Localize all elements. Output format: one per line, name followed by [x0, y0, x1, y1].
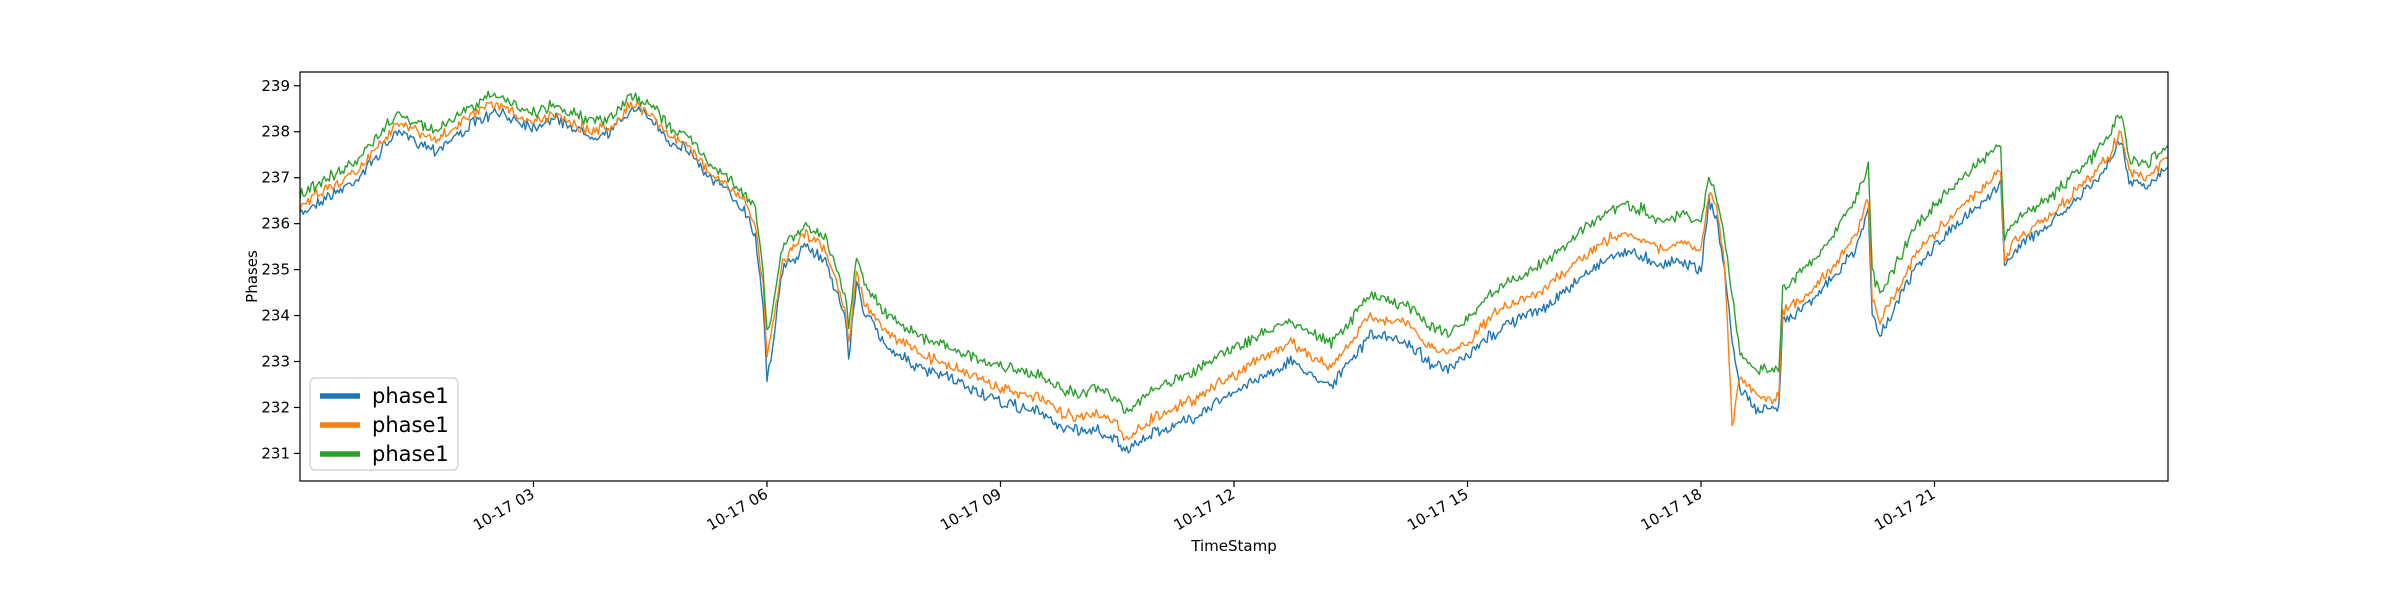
x-tick-label: 10-17 03 [470, 485, 537, 534]
legend-entry: phase1 [372, 442, 449, 466]
y-axis: 231 232 233 234 235 236 237 238 239 [261, 77, 300, 462]
x-tick-label: 10-17 09 [937, 485, 1004, 534]
y-tick-label: 236 [261, 215, 290, 233]
x-axis-title: TimeStamp [1190, 537, 1276, 555]
series-line-2 [300, 100, 2168, 441]
x-tick-label: 10-17 18 [1638, 485, 1705, 534]
y-tick-label: 237 [261, 169, 290, 187]
y-tick-label: 231 [261, 444, 290, 462]
y-tick-label: 239 [261, 77, 290, 95]
x-tick-label: 10-17 06 [704, 485, 771, 534]
plot-area [300, 90, 2168, 454]
y-tick-label: 233 [261, 353, 290, 371]
x-axis: 10-17 03 10-17 06 10-17 09 10-17 12 10-17 15… [470, 481, 1939, 534]
y-axis-title: Phases [243, 250, 261, 303]
x-tick-label: 10-17 15 [1404, 485, 1471, 534]
y-tick-label: 238 [261, 123, 290, 141]
y-tick-label: 234 [261, 307, 290, 325]
x-tick-label: 10-17 21 [1871, 485, 1938, 534]
legend-entry: phase1 [372, 384, 449, 408]
y-tick-label: 232 [261, 398, 290, 416]
y-tick-label: 235 [261, 261, 290, 279]
plot-frame [299, 71, 2169, 482]
legend-box [309, 377, 459, 471]
x-tick-label: 10-17 12 [1171, 485, 1238, 534]
legend-entry: phase1 [372, 413, 449, 437]
legend: phase1 phase1 phase1 [309, 377, 459, 471]
series-line-3 [300, 90, 2168, 414]
